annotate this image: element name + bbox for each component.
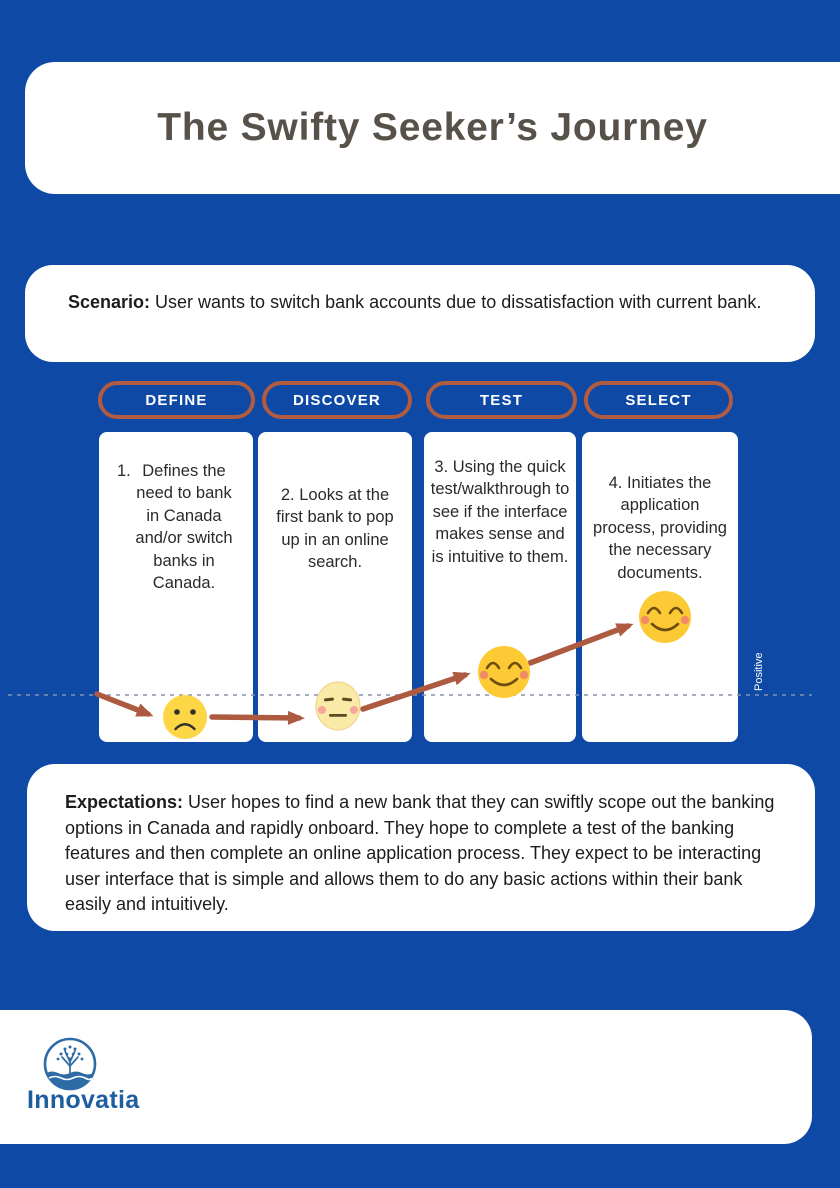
scenario-label: Scenario: [68, 292, 151, 312]
footer-card: Innovatia [0, 1010, 812, 1144]
expectations-text: User hopes to find a new bank that they … [65, 792, 775, 915]
stage-pill-label: SELECT [625, 391, 692, 409]
scenario-card: Scenario: User wants to switch bank acco… [25, 265, 815, 362]
stage-card-discover: 2. Looks at the first bank to pop up in … [258, 432, 412, 742]
stage-card-select: 4. Initiates the application process, pr… [582, 432, 738, 742]
page-title: The Swifty Seeker’s Journey [157, 106, 708, 149]
journey-section: DEFINE DISCOVER TEST SELECT 1. Defines t… [0, 375, 840, 755]
stage-description: 2. Looks at the first bank to pop up in … [276, 486, 394, 572]
stage-description: 3. Using the quick test/walkthrough to s… [430, 458, 570, 566]
scenario-text: User wants to switch bank accounts due t… [150, 292, 762, 312]
stage-description: Defines the need to bank in Canada and/o… [135, 462, 233, 593]
positive-axis-label: Positive [753, 652, 765, 691]
stage-pill-label: DEFINE [145, 391, 208, 409]
stage-pill-label: DISCOVER [293, 391, 381, 409]
header-card: The Swifty Seeker’s Journey [25, 62, 840, 194]
stage-pill-discover: DISCOVER [262, 381, 412, 419]
stage-pill-label: TEST [479, 391, 524, 409]
stage-pill-test: TEST [426, 381, 577, 419]
brand-name: Innovatia [27, 1086, 140, 1114]
expectations-card: Expectations: User hopes to find a new b… [27, 764, 815, 931]
stage-pill-select: SELECT [584, 381, 733, 419]
innovatia-logo-icon [43, 1037, 97, 1091]
stage-card-test: 3. Using the quick test/walkthrough to s… [424, 432, 576, 742]
list-number: 1. [117, 462, 131, 480]
stage-pill-define: DEFINE [98, 381, 255, 419]
stage-description: 4. Initiates the application process, pr… [593, 474, 727, 582]
stage-card-define: 1. Defines the need to bank in Canada an… [99, 432, 253, 742]
expectations-label: Expectations: [65, 792, 184, 812]
